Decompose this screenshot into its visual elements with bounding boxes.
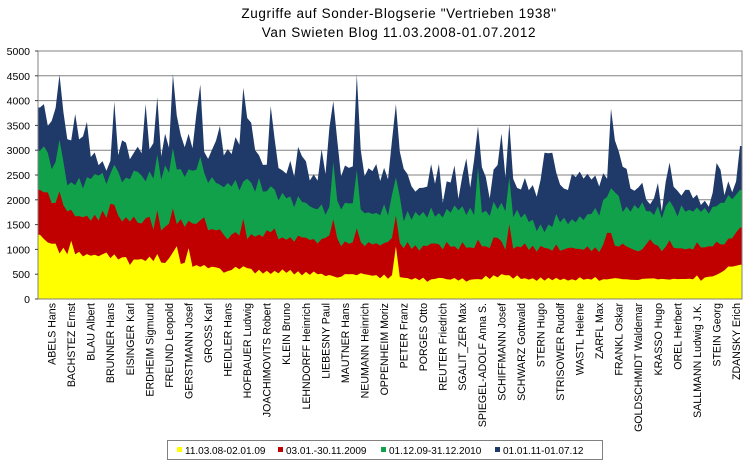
svg-text:BRUNNER Hans: BRUNNER Hans (105, 303, 117, 383)
svg-text:STERN Hugo: STERN Hugo (535, 303, 547, 367)
svg-text:STEIN Georg: STEIN Georg (711, 303, 723, 367)
svg-text:03.01.-30.11.2009: 03.01.-30.11.2009 (286, 446, 367, 457)
svg-text:HEIDLER Hans: HEIDLER Hans (223, 303, 235, 377)
svg-text:LEHNDORFF Heinrich: LEHNDORFF Heinrich (301, 303, 313, 410)
svg-text:MAUTNER Hans: MAUTNER Hans (340, 303, 352, 383)
svg-text:ERDHEIM Sigmund: ERDHEIM Sigmund (144, 303, 156, 397)
svg-text:STRISOWER Rudolf: STRISOWER Rudolf (555, 303, 567, 401)
svg-text:FRANKL Oskar: FRANKL Oskar (614, 303, 626, 376)
svg-text:500: 500 (12, 269, 30, 281)
svg-text:0: 0 (24, 294, 30, 306)
svg-text:SCHIFFMANN Josef: SCHIFFMANN Josef (496, 303, 508, 401)
svg-text:BACHSTEZ Ernst: BACHSTEZ Ernst (66, 303, 78, 387)
svg-text:GROSS Karl: GROSS Karl (203, 303, 215, 363)
svg-text:OPPENHEIM Moriz: OPPENHEIM Moriz (379, 303, 391, 395)
svg-text:WASTL Helene: WASTL Helene (575, 303, 587, 375)
svg-text:SPIEGEL-ADOLF Anna S.: SPIEGEL-ADOLF Anna S. (477, 303, 489, 427)
svg-text:KLEIN Bruno: KLEIN Bruno (281, 303, 293, 365)
svg-text:FREUND Leopold: FREUND Leopold (164, 303, 176, 388)
svg-text:LIEBESNY Paul: LIEBESNY Paul (320, 303, 332, 379)
svg-text:NEUMANN Heinrich: NEUMANN Heinrich (359, 303, 371, 398)
svg-text:ZARFL Max: ZARFL Max (594, 302, 606, 359)
svg-text:01.01.11-01.07.12: 01.01.11-01.07.12 (503, 446, 584, 457)
svg-text:OREL Herbert: OREL Herbert (672, 303, 684, 370)
svg-text:ZDANSKY Erich: ZDANSKY Erich (731, 303, 743, 380)
svg-text:SGALIT_ZER Max: SGALIT_ZER Max (457, 302, 469, 390)
svg-text:Zugriffe auf Sonder-Blogserie: Zugriffe auf Sonder-Blogserie "Vertriebe… (241, 6, 556, 21)
svg-text:4500: 4500 (7, 71, 31, 83)
svg-text:3500: 3500 (7, 120, 31, 132)
svg-text:EISINGER Karl: EISINGER Karl (125, 303, 137, 375)
svg-text:KRASSO Hugo: KRASSO Hugo (653, 303, 665, 376)
svg-text:REUTER Friedrich: REUTER Friedrich (438, 303, 450, 391)
svg-text:5000: 5000 (7, 46, 31, 58)
svg-text:3000: 3000 (7, 145, 31, 157)
svg-text:1000: 1000 (7, 244, 31, 256)
svg-text:01.12.09-31.12.2010: 01.12.09-31.12.2010 (389, 446, 482, 457)
svg-text:BLAU Albert: BLAU Albert (86, 303, 98, 361)
svg-text:Van Swieten Blog 11.03.2008-01: Van Swieten Blog 11.03.2008-01.07.2012 (262, 25, 537, 40)
svg-text:PETER Franz: PETER Franz (399, 303, 411, 368)
svg-text:JOACHIMOVITS Robert: JOACHIMOVITS Robert (262, 303, 274, 417)
svg-text:GERSTMANN Josef: GERSTMANN Josef (183, 303, 195, 399)
svg-text:2000: 2000 (7, 195, 31, 207)
svg-text:4000: 4000 (7, 96, 31, 108)
svg-text:ABELS Hans: ABELS Hans (47, 303, 59, 365)
svg-text:PORGES Otto: PORGES Otto (418, 303, 430, 371)
svg-text:SALLMANN Ludwig J.K.: SALLMANN Ludwig J.K. (692, 303, 704, 418)
svg-text:11.03.08-02.01.09: 11.03.08-02.01.09 (185, 446, 266, 457)
svg-text:HOFBAUER Ludwig: HOFBAUER Ludwig (242, 303, 254, 398)
svg-text:2500: 2500 (7, 170, 31, 182)
svg-text:GOLDSCHMIDT Waldemar: GOLDSCHMIDT Waldemar (633, 303, 645, 432)
svg-text:1500: 1500 (7, 220, 31, 232)
svg-text:SCHWARZ Gottwald: SCHWARZ Gottwald (516, 303, 528, 401)
